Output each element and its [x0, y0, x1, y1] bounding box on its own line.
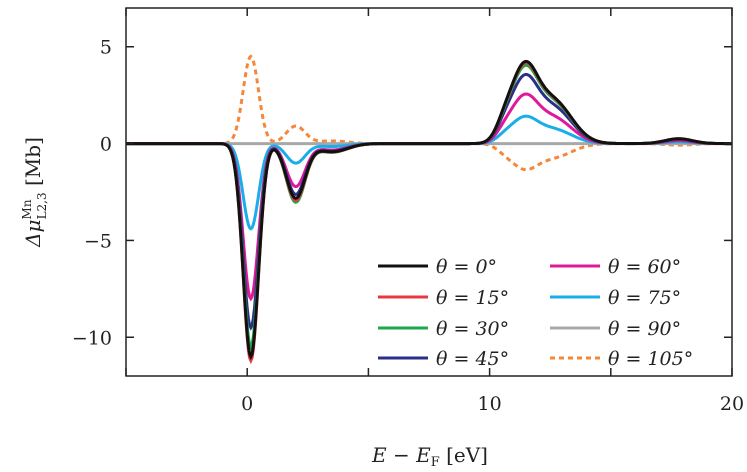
legend-label: θ = 15°	[436, 287, 509, 309]
x-tick-label: 10	[478, 393, 502, 415]
legend-label: θ = 0°	[436, 256, 497, 278]
legend-label: θ = 45°	[436, 348, 509, 370]
series-line-0deg	[126, 59, 732, 361]
y-axis-label: ΔμMnL2,3 [Mb]	[20, 137, 49, 248]
series-lines	[126, 54, 732, 365]
legend: θ = 0° θ = 15° θ = 30° θ = 45° θ = 60° θ = 75…	[378, 256, 693, 370]
legend-label: θ = 60°	[608, 256, 681, 278]
legend-label: θ = 105°	[608, 348, 693, 370]
x-tick-label: 0	[241, 393, 253, 415]
series-line-75deg	[126, 114, 732, 231]
y-tick-label: −5	[84, 230, 112, 252]
y-tick-label: 0	[100, 134, 112, 156]
legend-label: θ = 90°	[608, 318, 681, 340]
series-line-15deg	[126, 61, 732, 365]
x-axis-label: E − EF [eV]	[371, 443, 488, 470]
legend-label: θ = 75°	[608, 287, 681, 309]
series-line-105deg	[126, 54, 732, 172]
axis-ticks: 0 10 20 5 0 −5 −10	[72, 8, 744, 415]
y-tick-label: −10	[72, 327, 112, 349]
plot-frame	[125, 7, 733, 377]
legend-label: θ = 30°	[436, 318, 509, 340]
y-tick-label: 5	[100, 37, 112, 59]
x-tick-label: 20	[720, 393, 744, 415]
